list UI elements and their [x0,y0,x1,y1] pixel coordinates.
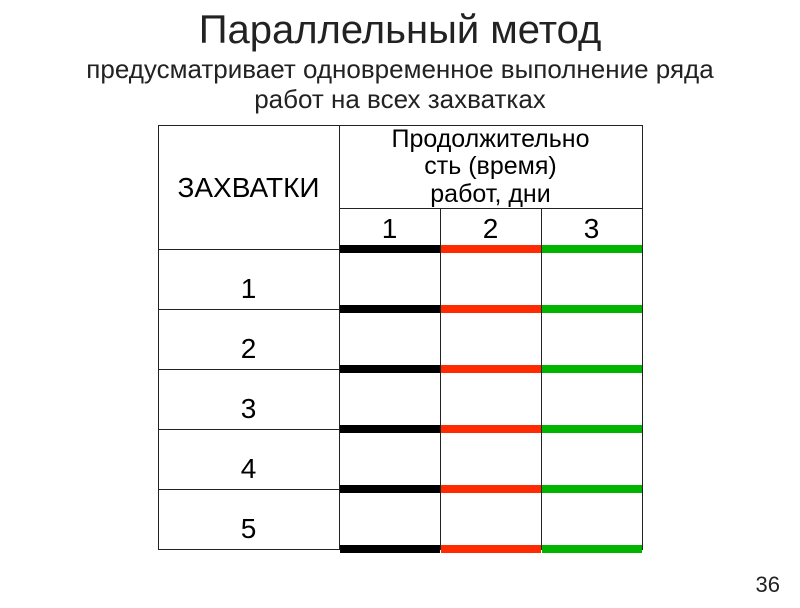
table-row: 2 [158,310,642,370]
header-right-l1: Продолжительно [391,125,589,153]
gantt-cell [339,310,440,370]
row-label-4: 4 [158,430,339,490]
day-label: 2 [483,213,499,244]
gantt-cell [541,490,642,550]
day-label: 1 [382,213,398,244]
table-row: 5 [158,490,642,550]
gantt-cell [339,370,440,430]
page-subtitle: предусматривает одновременное выполнение… [0,55,800,115]
row-label-5: 5 [158,490,339,550]
gantt-cell [440,430,541,490]
bar [441,545,541,553]
gantt-cell [440,310,541,370]
row-label-1: 1 [158,250,339,310]
bar [542,545,642,553]
row-label-2: 2 [158,310,339,370]
table-row: 4 [158,430,642,490]
row-label-3: 3 [158,370,339,430]
day-col-3: 3 [541,209,642,250]
header-right-l2: сть (время) [424,152,556,180]
header-right-l3: работ, дни [430,180,550,208]
gantt-cell [339,430,440,490]
gantt-cell [440,250,541,310]
table-row: 3 [158,370,642,430]
header-right: Продолжительно сть (время) работ, дни [339,125,642,209]
page-number: 36 [756,572,780,598]
gantt-cell [440,490,541,550]
gantt-cell [541,370,642,430]
gantt-cell [541,430,642,490]
bar [340,545,440,553]
gantt-cell [339,490,440,550]
header-left: ЗАХВАТКИ [158,125,339,250]
subtitle-line-2: работ на всех захватках [254,84,546,114]
day-col-1: 1 [339,209,440,250]
subtitle-line-1: предусматривает одновременное выполнение… [86,54,713,84]
table-row: 1 [158,250,642,310]
gantt-table: ЗАХВАТКИ Продолжительно сть (время) рабо… [158,125,643,551]
gantt-cell [339,250,440,310]
gantt-cell [541,250,642,310]
gantt-cell [440,370,541,430]
day-label: 3 [584,213,600,244]
gantt-cell [541,310,642,370]
day-col-2: 2 [440,209,541,250]
page-title: Параллельный метод [0,8,800,53]
